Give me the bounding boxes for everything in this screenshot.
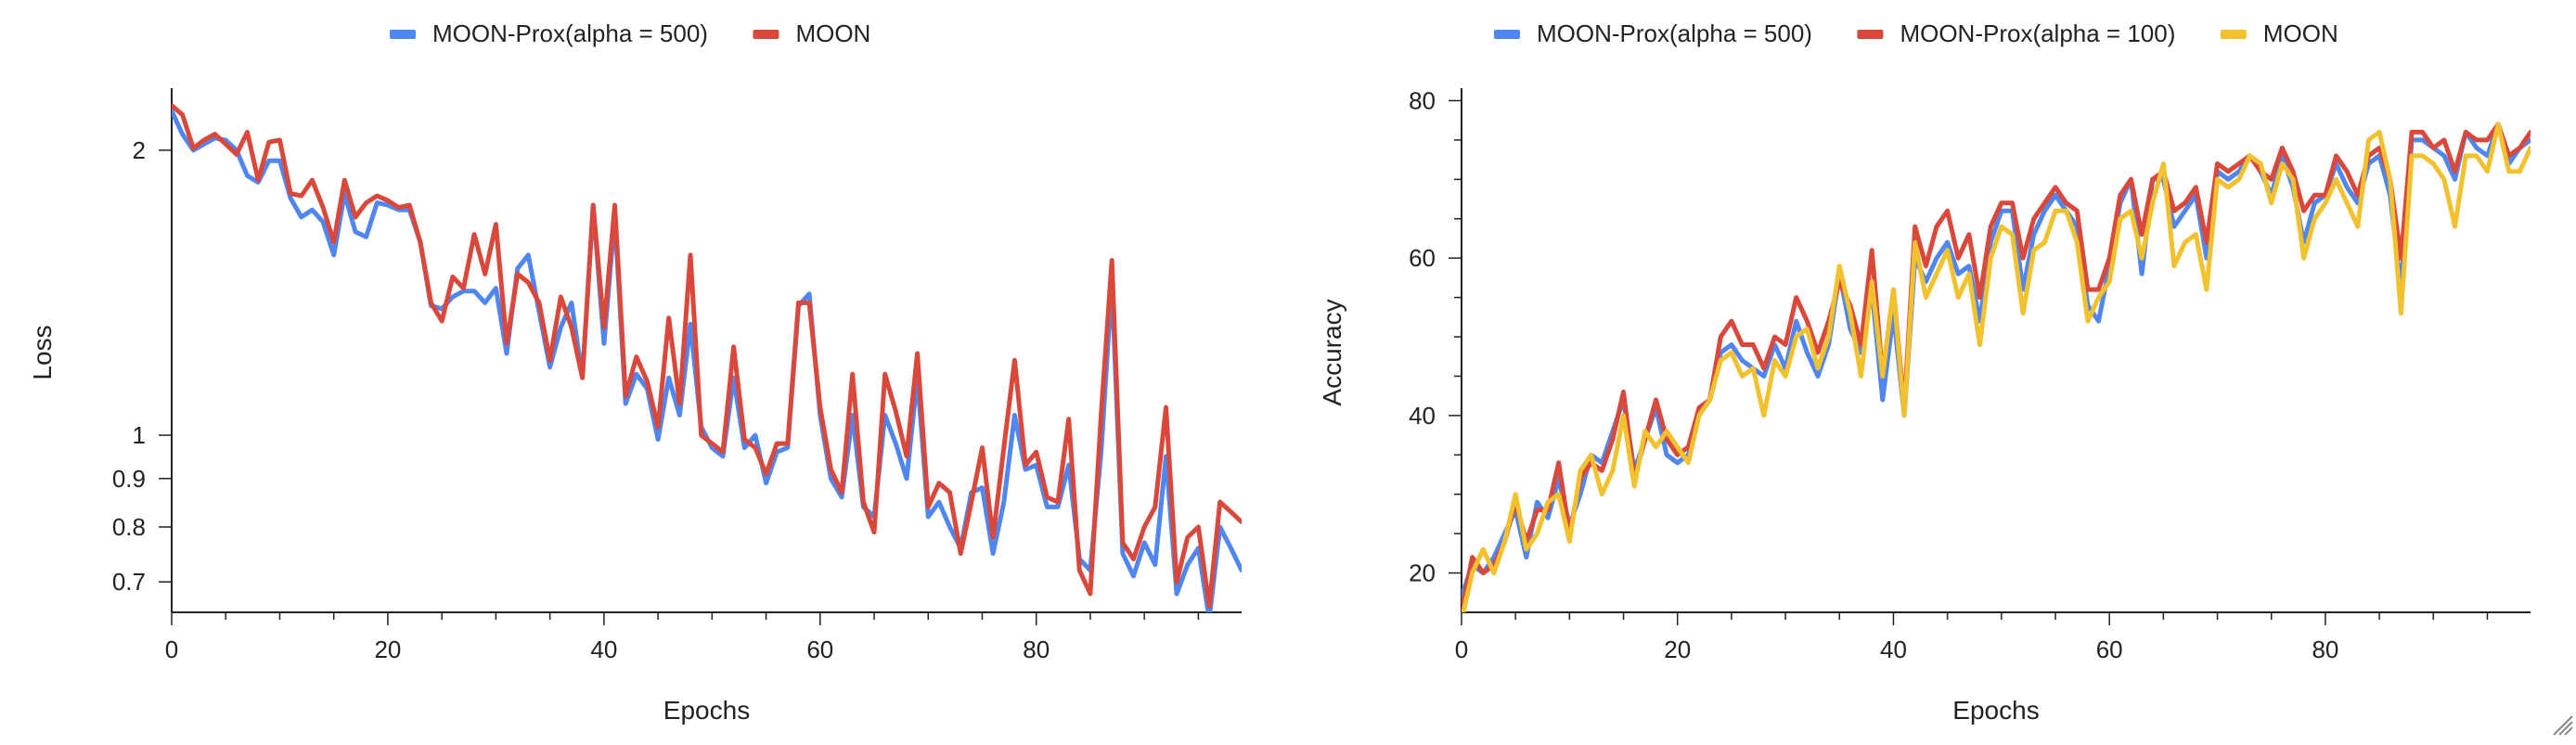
y-axis-label: Accuracy	[1318, 299, 1346, 405]
x-tick-label: 40	[590, 636, 617, 663]
legend-label: MOON	[2263, 19, 2338, 47]
chart-1: 0 20 40 60 80 0.7 0.8 0.9 1 2 Epochs Loss MOON-Prox(…	[28, 19, 1242, 725]
series-line-3	[1462, 122, 2531, 612]
x-tick-label: 60	[2096, 636, 2123, 663]
legend-swatch	[390, 30, 416, 39]
x-tick-label: 0	[165, 636, 178, 663]
y-tick-label: 60	[1409, 244, 1436, 272]
resize-grip-icon[interactable]	[2553, 715, 2573, 736]
series-line-1	[1462, 122, 2531, 599]
legend-swatch	[1494, 30, 1520, 39]
y-tick-label: 80	[1409, 86, 1436, 114]
series-line-2	[172, 103, 1242, 609]
y-tick-label: 2	[133, 136, 146, 164]
x-axis-label: Epochs	[663, 696, 750, 725]
y-tick-label: 1	[133, 421, 146, 449]
series-line-2	[1462, 122, 2531, 612]
legend-label: MOON-Prox(alpha = 500)	[1537, 19, 1812, 47]
y-tick-label: 0.8	[112, 513, 146, 541]
x-tick-label: 40	[1880, 636, 1907, 663]
x-tick-label: 80	[2312, 636, 2338, 663]
y-tick-label: 0.7	[112, 568, 146, 596]
legend-swatch	[1857, 30, 1884, 39]
x-tick-label: 0	[1455, 636, 1468, 663]
y-tick-label: 0.9	[112, 465, 146, 493]
y-tick-label: 40	[1409, 402, 1436, 430]
legend-label: MOON-Prox(alpha = 100)	[1900, 19, 2175, 47]
legend-label: MOON-Prox(alpha = 500)	[432, 19, 708, 47]
y-axis-label: Loss	[28, 325, 57, 379]
y-tick-label: 20	[1409, 559, 1436, 587]
series-line-1	[172, 109, 1242, 612]
x-tick-label: 80	[1023, 636, 1050, 663]
x-tick-label: 20	[1664, 636, 1691, 663]
x-tick-label: 60	[806, 636, 833, 663]
legend-swatch	[753, 30, 779, 39]
legend-swatch	[2220, 30, 2247, 39]
chart-2: 0 20 40 60 80 20 40 60 80 Epochs Accuracy MOON-Prox…	[1318, 19, 2531, 725]
x-axis-label: Epochs	[1952, 696, 2039, 725]
x-tick-label: 20	[374, 636, 401, 663]
legend-label: MOON	[795, 19, 870, 47]
